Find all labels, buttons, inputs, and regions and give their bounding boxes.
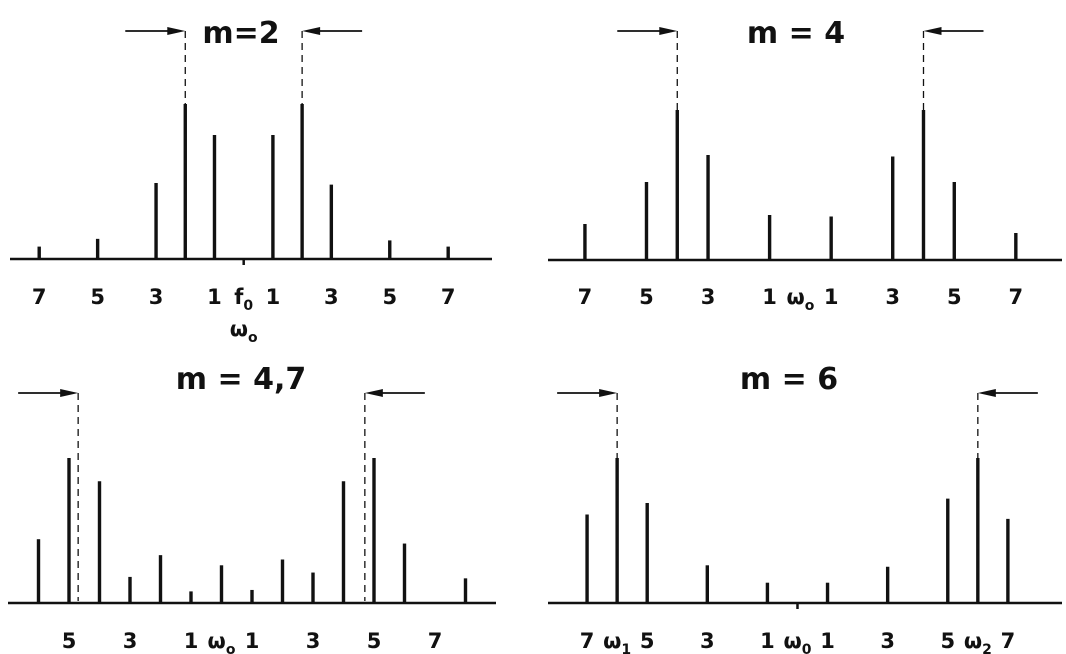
cutoff-arrow <box>557 389 618 397</box>
cutoff-arrow <box>617 27 678 35</box>
tick-label: 3 <box>123 629 138 653</box>
tick-label: 5 <box>940 629 955 653</box>
tick-label: 3 <box>880 629 895 653</box>
tick-label: 3 <box>885 285 900 309</box>
cutoff-arrow <box>125 27 186 35</box>
tick-label: ω2 <box>964 629 992 654</box>
cutoff-arrow <box>18 389 79 397</box>
cutoff-arrow <box>302 27 363 35</box>
tick-label: ωo <box>786 285 814 314</box>
tick-label: 1 <box>207 285 222 309</box>
tick-label: ω0 <box>783 629 811 654</box>
tick-label: 7 <box>32 285 47 309</box>
tick-label: 1 <box>762 285 777 309</box>
tick-label: 7 <box>441 285 456 309</box>
panel-m4: m = 4 7 5 3 1 ωo 1 3 5 7 <box>548 16 1062 314</box>
tick-label: 5 <box>90 285 105 309</box>
tick-label: 1 <box>824 285 839 309</box>
tick-label: 5 <box>639 285 654 309</box>
cutoff-arrow <box>364 389 425 397</box>
tick-label: 1 <box>245 629 260 653</box>
tick-label: 7 <box>1009 285 1024 309</box>
cutoff-arrow <box>923 27 984 35</box>
cutoff-arrow <box>977 389 1038 397</box>
panel-m47: m = 4,7 5 3 1 ωo 1 3 5 7 <box>8 362 496 654</box>
tick-label: 7 <box>580 629 595 653</box>
tick-label: 1 <box>266 285 281 309</box>
tick-label: 3 <box>149 285 164 309</box>
tick-label: 5 <box>382 285 397 309</box>
tick-label: ωo <box>230 317 258 346</box>
tick-label: ω1 <box>603 629 631 654</box>
tick-label: 5 <box>62 629 77 653</box>
panel-title: m = 4 <box>747 16 845 51</box>
tick-label: 5 <box>640 629 655 653</box>
tick-label: 5 <box>367 629 382 653</box>
tick-label: 5 <box>947 285 962 309</box>
panel-m6: m = 6 7 ω1 5 3 1 ω0 1 3 5 ω2 7 <box>548 362 1062 654</box>
tick-label: 3 <box>324 285 339 309</box>
tick-label: 1 <box>184 629 199 653</box>
tick-label: 3 <box>701 285 716 309</box>
tick-label: 3 <box>700 629 715 653</box>
tick-label: ωo <box>208 629 236 654</box>
tick-label: f0 <box>234 285 253 314</box>
panel-title: m=2 <box>202 16 279 51</box>
tick-label: 7 <box>1001 629 1016 653</box>
tick-label: 1 <box>760 629 775 653</box>
panel-title: m = 4,7 <box>176 362 306 397</box>
tick-label: 1 <box>820 629 835 653</box>
tick-label: 7 <box>578 285 593 309</box>
panel-m2: m=2 7 5 3 1 f0 1 3 5 7 ωo <box>10 16 492 346</box>
tick-label: 7 <box>428 629 443 653</box>
tick-label: 3 <box>306 629 321 653</box>
panel-title: m = 6 <box>740 362 838 397</box>
